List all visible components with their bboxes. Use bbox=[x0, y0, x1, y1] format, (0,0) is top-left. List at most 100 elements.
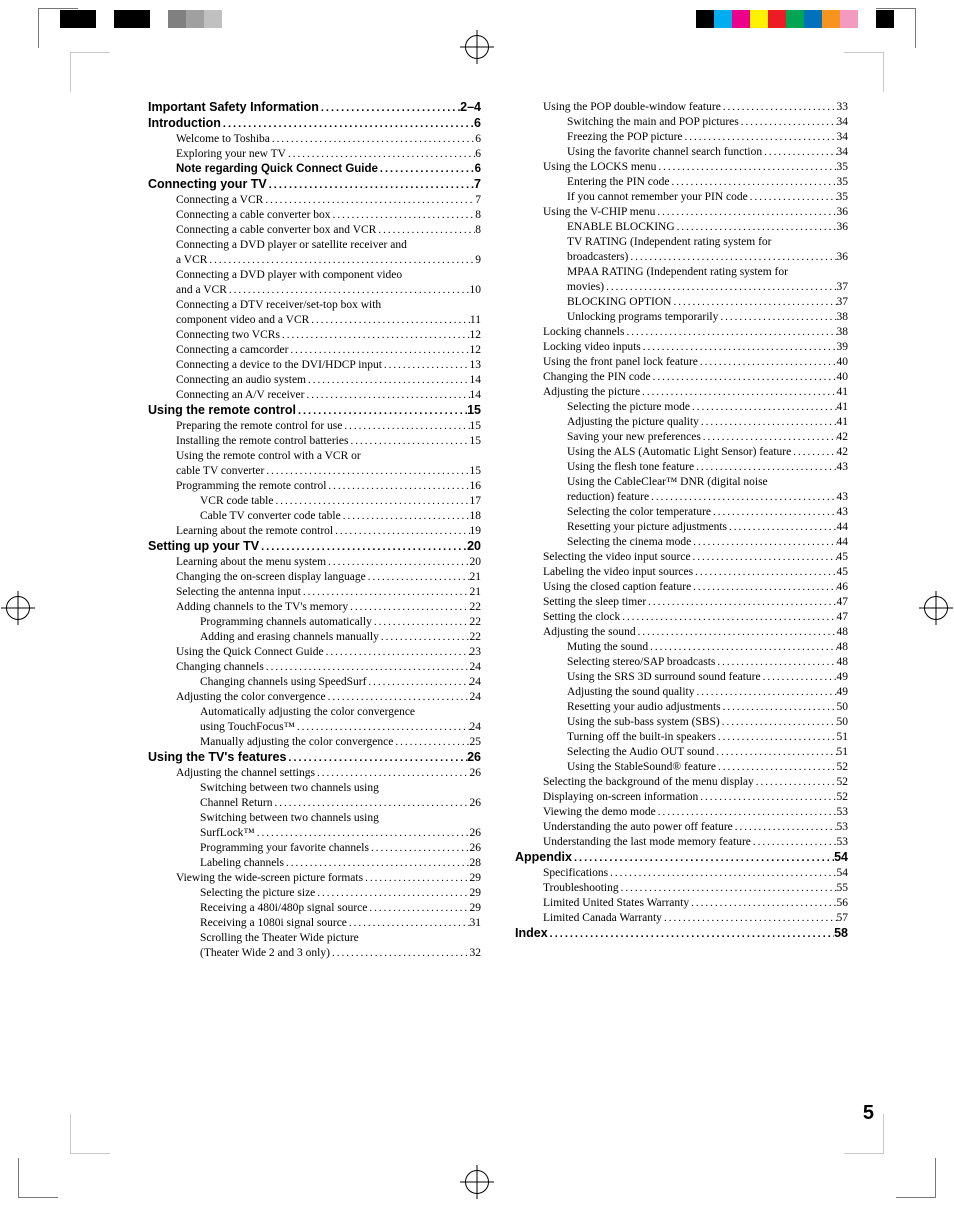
toc-leader: ........................................… bbox=[608, 866, 836, 881]
toc-page-ref: 28 bbox=[470, 856, 482, 871]
toc-text: Exploring your new TV bbox=[176, 147, 286, 162]
toc-leader: ........................................… bbox=[221, 117, 474, 132]
toc-text: using TouchFocus™ bbox=[200, 720, 295, 735]
toc-page-ref: 53 bbox=[837, 835, 849, 850]
toc-leader: ........................................… bbox=[718, 310, 836, 325]
toc-text: Resetting your audio adjustments bbox=[567, 700, 721, 715]
toc-text: Freezing the POP picture bbox=[567, 130, 683, 145]
toc-text: Setting the clock bbox=[543, 610, 620, 625]
toc-page-ref: 36 bbox=[837, 220, 849, 235]
toc-leader: ........................................… bbox=[342, 419, 469, 434]
toc-entry: Index...................................… bbox=[515, 926, 848, 942]
toc-text: and a VCR bbox=[176, 283, 227, 298]
toc-leader: ........................................… bbox=[640, 385, 836, 400]
toc-entry: Connecting a camcorder..................… bbox=[148, 343, 481, 358]
toc-page-ref: 26 bbox=[470, 796, 482, 811]
toc-leader: ........................................… bbox=[331, 208, 476, 223]
reg-swatch bbox=[168, 10, 186, 28]
toc-entry: Connecting a VCR........................… bbox=[148, 193, 481, 208]
toc-text: Setting up your TV bbox=[148, 539, 259, 554]
toc-page-ref: 6 bbox=[474, 116, 481, 131]
toc-page-ref: 40 bbox=[837, 370, 849, 385]
toc-page-ref: 12 bbox=[470, 343, 482, 358]
toc-entry: Adjusting the picture...................… bbox=[515, 385, 848, 400]
toc-page-ref: 34 bbox=[837, 115, 849, 130]
toc-entry: Introduction............................… bbox=[148, 116, 481, 132]
toc-entry: Using the ALS (Automatic Light Sensor) f… bbox=[515, 445, 848, 460]
toc-page-ref: 45 bbox=[837, 565, 849, 580]
toc-text: Selecting the picture mode bbox=[567, 400, 690, 415]
toc-page-ref: 37 bbox=[837, 280, 849, 295]
toc-leader: ........................................… bbox=[727, 520, 836, 535]
toc-text: Important Safety Information bbox=[148, 100, 319, 115]
toc-leader: ........................................… bbox=[319, 101, 460, 116]
toc-entry: Setting the sleep timer.................… bbox=[515, 595, 848, 610]
toc-text: Adjusting the picture bbox=[543, 385, 640, 400]
toc-leader: ........................................… bbox=[754, 775, 837, 790]
toc-entry: Connecting a DTV receiver/set-top box wi… bbox=[148, 298, 481, 328]
toc-text: Installing the remote control batteries bbox=[176, 434, 348, 449]
toc-text: MPAA RATING (Independent rating system f… bbox=[567, 265, 848, 280]
toc-leader: ........................................… bbox=[273, 494, 469, 509]
toc-text: Adjusting the sound bbox=[543, 625, 636, 640]
toc-leader: ........................................… bbox=[393, 735, 469, 750]
toc-leader: ........................................… bbox=[326, 555, 469, 570]
toc-entry: Connecting a device to the DVI/HDCP inpu… bbox=[148, 358, 481, 373]
toc-entry: Selecting the Audio OUT sound...........… bbox=[515, 745, 848, 760]
toc-entry: Connecting a DVD player or satellite rec… bbox=[148, 238, 481, 268]
toc-leader: ........................................… bbox=[270, 132, 475, 147]
toc-entry: Limited United States Warranty..........… bbox=[515, 896, 848, 911]
toc-page-ref: 36 bbox=[837, 250, 849, 265]
toc-leader: ........................................… bbox=[324, 645, 470, 660]
toc-entry: Using the sub-bass system (SBS).........… bbox=[515, 715, 848, 730]
toc-entry: Using the closed caption feature........… bbox=[515, 580, 848, 595]
toc-entry: Welcome to Toshiba......................… bbox=[148, 132, 481, 147]
toc-entry: Appendix................................… bbox=[515, 850, 848, 866]
toc-text: ENABLE BLOCKING bbox=[567, 220, 675, 235]
toc-text: Connecting a device to the DVI/HDCP inpu… bbox=[176, 358, 382, 373]
toc-text: Connecting a DVD player or satellite rec… bbox=[176, 238, 481, 253]
toc-entry: Adjusting the picture quality...........… bbox=[515, 415, 848, 430]
toc-page-ref: 21 bbox=[470, 585, 482, 600]
toc-leader: ........................................… bbox=[227, 283, 470, 298]
toc-leader: ........................................… bbox=[655, 205, 836, 220]
toc-page-ref: 9 bbox=[475, 253, 481, 268]
toc-entry: Adjusting the sound quality.............… bbox=[515, 685, 848, 700]
toc-entry: Learning about the remote control.......… bbox=[148, 524, 481, 539]
toc-entry: Changing the PIN code...................… bbox=[515, 370, 848, 385]
toc-page-ref: 52 bbox=[837, 760, 849, 775]
toc-entry: Installing the remote control batteries.… bbox=[148, 434, 481, 449]
toc-page-ref: 48 bbox=[837, 655, 849, 670]
toc-page-ref: 29 bbox=[470, 901, 482, 916]
toc-entry: Switching between two channels usingSurf… bbox=[148, 811, 481, 841]
toc-text: Connecting a cable converter box bbox=[176, 208, 331, 223]
toc-entry: Using the front panel lock feature......… bbox=[515, 355, 848, 370]
toc-text: Using the favorite channel search functi… bbox=[567, 145, 762, 160]
toc-text: Selecting the antenna input bbox=[176, 585, 301, 600]
toc-page: Important Safety Information............… bbox=[148, 100, 848, 961]
toc-page-ref: 12 bbox=[470, 328, 482, 343]
toc-entry: Troubleshooting.........................… bbox=[515, 881, 848, 896]
toc-text: Resetting your picture adjustments bbox=[567, 520, 727, 535]
toc-entry: Resetting your picture adjustments......… bbox=[515, 520, 848, 535]
reg-swatch bbox=[714, 10, 732, 28]
toc-entry: Important Safety Information............… bbox=[148, 100, 481, 116]
toc-entry: Changing the on-screen display language.… bbox=[148, 570, 481, 585]
toc-entry: Saving your new preferences.............… bbox=[515, 430, 848, 445]
toc-entry: Adding channels to the TV's memory......… bbox=[148, 600, 481, 615]
toc-text: Using the front panel lock feature bbox=[543, 355, 698, 370]
toc-leader: ........................................… bbox=[689, 896, 836, 911]
toc-entry: Connecting two VCRs.....................… bbox=[148, 328, 481, 343]
toc-text: TV RATING (Independent rating system for bbox=[567, 235, 848, 250]
toc-text: Selecting stereo/SAP broadcasts bbox=[567, 655, 715, 670]
toc-leader: ........................................… bbox=[648, 640, 836, 655]
toc-text: Channel Return bbox=[200, 796, 273, 811]
reg-swatch bbox=[678, 10, 696, 28]
toc-leader: ........................................… bbox=[641, 340, 837, 355]
toc-page-ref: 15 bbox=[470, 419, 482, 434]
toc-page-ref: 10 bbox=[470, 283, 482, 298]
toc-leader: ........................................… bbox=[315, 886, 469, 901]
toc-page-ref: 26 bbox=[470, 826, 482, 841]
toc-leader: ........................................… bbox=[372, 615, 470, 630]
toc-leader: ........................................… bbox=[791, 445, 836, 460]
